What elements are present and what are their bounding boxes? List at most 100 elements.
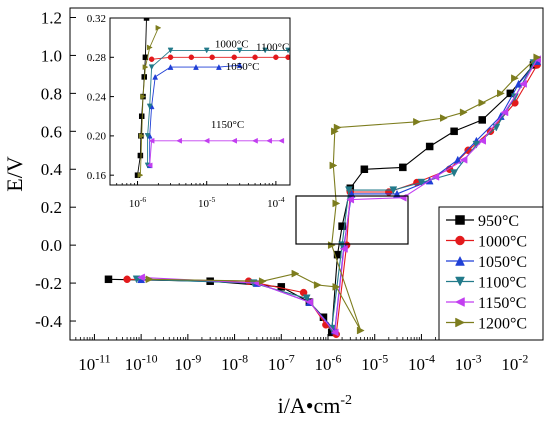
- main-x-tick-label: 10-6: [315, 351, 342, 374]
- inset-series-3-point: [285, 47, 290, 54]
- main-y-tick-label: -0.2: [35, 274, 62, 293]
- main-series-0-point: [360, 165, 369, 174]
- main-series-1-point: [299, 288, 308, 297]
- x-axis-label: i/A•cm-2: [278, 393, 352, 418]
- main-x-tick-label: 10-7: [268, 351, 295, 374]
- main-x-tick-exponent: -6: [332, 351, 342, 365]
- main-series-0-point: [478, 116, 486, 124]
- inset-series-2-point: [215, 64, 222, 70]
- inset-series-1-point: [167, 54, 174, 61]
- main-series-group: [104, 53, 542, 339]
- inset-series-3-point: [144, 133, 151, 139]
- main-x-tick-base: 10: [221, 355, 238, 374]
- inset-annotation-label: 1050°C: [226, 61, 260, 73]
- main-series-0-point: [277, 283, 286, 291]
- main-series-4-point: [478, 136, 486, 145]
- legend-label-3: 1100°C: [478, 275, 526, 292]
- inset-series-4-point: [176, 137, 182, 144]
- inset-series-3-point: [167, 47, 174, 54]
- inset-series-1-point: [273, 54, 279, 61]
- inset-series-2-point: [167, 64, 174, 70]
- inset-series-2-point: [236, 62, 243, 68]
- inset-x-tick-base: 10: [198, 198, 210, 210]
- inset-y-tick-label: 0.20: [87, 131, 107, 143]
- main-series-5-point: [439, 114, 448, 122]
- legend-box: [438, 206, 544, 341]
- inset-y-tick-label: 0.24: [87, 91, 107, 103]
- inset-series-2-line: [149, 64, 240, 166]
- main-x-tick-label: 10-3: [455, 351, 482, 374]
- legend-marker-2: [455, 255, 465, 266]
- main-x-tick-label: 10-8: [221, 351, 248, 374]
- inset-series-2-point: [152, 73, 159, 80]
- main-x-tick-exponent: -2: [518, 351, 528, 365]
- main-series-0-point: [338, 222, 346, 230]
- main-plot-frame: [69, 7, 544, 341]
- main-x-tick-label: 10-5: [361, 351, 388, 374]
- main-x-tick-label: 10-11: [78, 351, 110, 374]
- inset-annotation-label: 1000°C: [215, 38, 249, 50]
- main-x-tick-label: 10-9: [174, 351, 201, 374]
- inset-series-5-point: [142, 64, 149, 71]
- inset-series-5-point: [146, 44, 153, 51]
- inset-series-3-point: [148, 64, 155, 71]
- x-axis-label-text: i/A•cm: [278, 393, 341, 418]
- legend-label-2: 1050°C: [478, 254, 527, 271]
- main-x-tick-label: 10-2: [501, 351, 528, 374]
- main-x-tick-label: 10-4: [408, 351, 435, 374]
- main-x-tick-exponent: -7: [285, 351, 295, 365]
- main-series-3-point: [389, 186, 398, 195]
- main-series-5-point: [533, 53, 542, 62]
- main-series-0-point: [104, 275, 113, 284]
- inset-series-4-point: [203, 137, 210, 144]
- inset-y-tick-label: 0.32: [87, 13, 106, 25]
- inset-series-1-line: [151, 56, 289, 60]
- main-series-0-point: [450, 127, 458, 136]
- inset-series-5-point: [137, 172, 144, 179]
- main-series-4-point: [519, 79, 527, 88]
- main-series-5-point: [413, 117, 421, 126]
- legend: 950°C 1000°C 1050°C 1100°C 1150°C 1200°C: [438, 206, 544, 341]
- main-y-tick-label: 1.2: [41, 8, 62, 27]
- inset-series-4-point: [148, 137, 155, 144]
- inset-series-3-point: [262, 47, 269, 54]
- main-series-5-point: [332, 282, 341, 291]
- main-x-tick-exponent: -8: [238, 351, 248, 365]
- main-x-tick-base: 10: [455, 355, 472, 374]
- x-axis-label-superscript: -2: [340, 393, 352, 408]
- inset-series-5-line: [139, 27, 159, 176]
- main-series-4-point: [330, 328, 339, 337]
- main-x-tick-exponent: -11: [95, 351, 110, 365]
- legend-marker-0: [455, 215, 465, 225]
- main-series-5-point: [291, 269, 300, 278]
- inset-series-5-point: [138, 132, 145, 139]
- y-axis-label: E/V: [2, 156, 27, 192]
- main-y-tick-label: 0.2: [41, 198, 62, 217]
- legend-label-1: 1000°C: [478, 234, 527, 251]
- legend-label-0: 950°C: [478, 213, 519, 230]
- inset-axis-ticks: 10-6 10-5 10-40.160.200.240.280.32: [87, 13, 285, 210]
- main-series-4-point: [305, 298, 314, 306]
- inset-series-3-point: [203, 47, 210, 54]
- main-y-tick-label: -0.4: [35, 312, 62, 331]
- inset-series-1-point: [148, 56, 155, 63]
- inset-series-group: [134, 18, 290, 179]
- inset-series-0-point: [138, 113, 145, 119]
- inset-series-3-point: [146, 103, 153, 110]
- inset-series-4-point: [251, 137, 258, 144]
- main-y-tick-label: 0.6: [41, 122, 62, 141]
- main-series-5-point: [258, 277, 267, 286]
- main-series-5-point: [459, 108, 468, 117]
- inset-series-3-point: [236, 47, 243, 54]
- legend-marker-1: [455, 235, 465, 246]
- main-series-5-point: [333, 123, 342, 132]
- inset-series-4-point: [231, 137, 237, 144]
- main-axis-ticks: 10-11 10-10 10-9 10-8 10-7 10-6 10-5 10-4 10-3 10…: [35, 8, 544, 374]
- main-series-3-point: [344, 186, 353, 195]
- inset-series-4-point: [146, 162, 153, 169]
- main-y-tick-label: 0.8: [41, 84, 62, 103]
- inset-x-tick-exponent: -6: [140, 195, 147, 204]
- inset-series-0-point: [143, 18, 150, 21]
- inset-x-tick-base: 10: [129, 198, 141, 210]
